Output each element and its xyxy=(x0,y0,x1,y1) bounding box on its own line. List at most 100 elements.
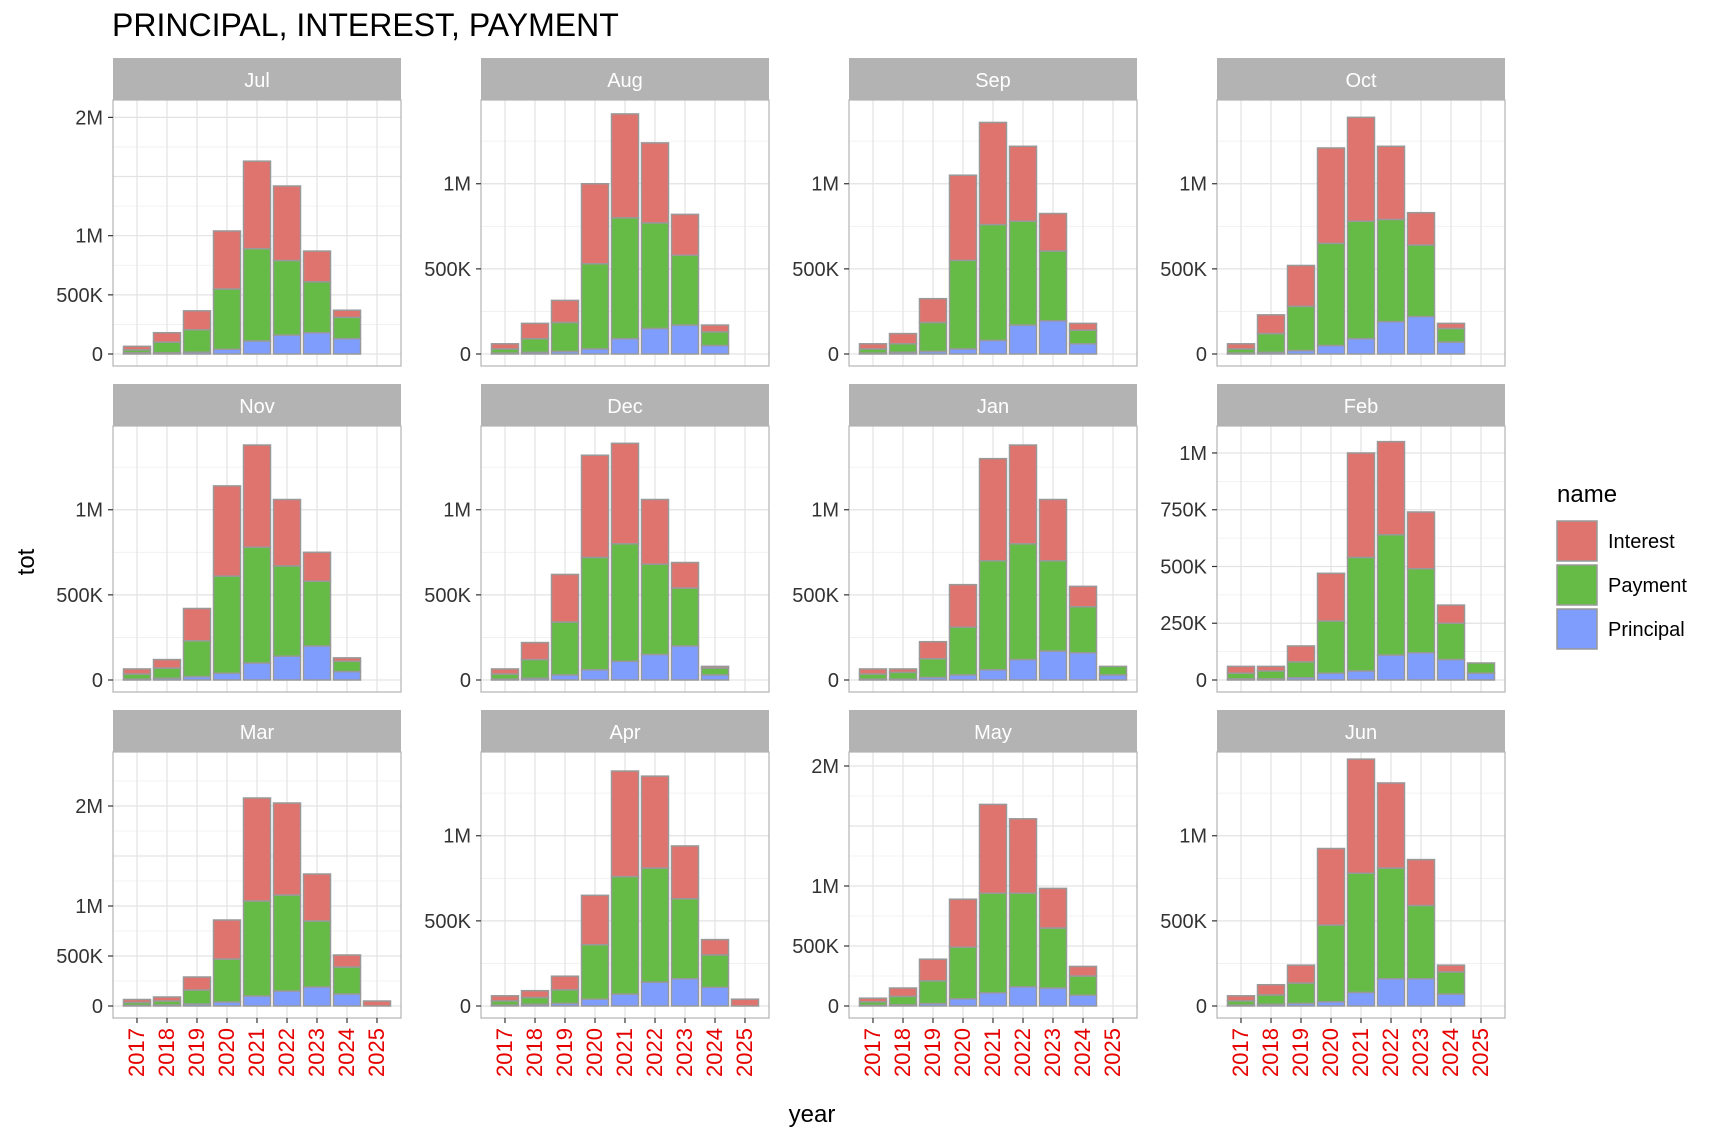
bar-interest xyxy=(212,919,242,960)
bar-interest xyxy=(152,658,182,669)
y-tick-label: 0 xyxy=(460,670,471,692)
y-tick-label: 250K xyxy=(1160,613,1207,635)
y-tick-label: 500K xyxy=(56,585,103,607)
bar-interest xyxy=(272,802,302,896)
y-tick-label: 1M xyxy=(75,896,103,918)
bar-principal xyxy=(332,993,362,1007)
bar-payment xyxy=(242,900,272,997)
x-tick-label: 2020 xyxy=(582,1028,607,1077)
y-tick-label: 0 xyxy=(460,996,471,1018)
x-tick-label: 2025 xyxy=(1468,1028,1493,1077)
bar-payment xyxy=(1038,927,1068,989)
bar-interest xyxy=(362,1000,392,1007)
x-tick-label: 2023 xyxy=(672,1028,697,1077)
legend-key-payment xyxy=(1556,564,1598,606)
bar-principal xyxy=(580,348,610,355)
bar-payment xyxy=(152,667,182,680)
x-tick-label: 2022 xyxy=(642,1028,667,1077)
panel-oct: Oct 0 500K 1M xyxy=(1160,58,1506,367)
x-tick-label: 2024 xyxy=(1438,1028,1463,1077)
facet-strip-label: Dec xyxy=(607,396,643,418)
bar-interest xyxy=(1436,964,1466,973)
bar-payment xyxy=(1436,327,1466,343)
bar-interest xyxy=(122,998,152,1004)
bar-payment xyxy=(978,892,1008,994)
bar-interest xyxy=(1346,758,1376,874)
bar-payment xyxy=(1008,892,1038,988)
y-tick-label: 500K xyxy=(1160,556,1207,578)
x-tick-label: 2020 xyxy=(214,1028,239,1077)
bar-payment xyxy=(978,223,1008,342)
bar-payment xyxy=(1068,329,1098,345)
facet-strip xyxy=(849,58,1137,100)
x-tick-label: 2021 xyxy=(1348,1028,1373,1077)
bar-interest xyxy=(1256,983,1286,996)
bar-payment xyxy=(520,337,550,354)
bar-payment xyxy=(242,546,272,664)
bar-interest xyxy=(1038,212,1068,252)
bar-interest xyxy=(948,898,978,948)
bar-payment xyxy=(302,580,332,647)
bar-interest xyxy=(580,454,610,559)
y-tick-label: 0 xyxy=(828,670,839,692)
bar-payment xyxy=(640,563,670,656)
bar-payment xyxy=(1316,620,1346,674)
bar-interest xyxy=(1406,511,1436,570)
bar-interest xyxy=(700,665,730,669)
bar-principal xyxy=(302,645,332,681)
bar-payment xyxy=(610,543,640,663)
bar-payment xyxy=(858,673,888,680)
bar-interest xyxy=(640,498,670,565)
bar-principal xyxy=(640,653,670,681)
facet-strip xyxy=(113,58,401,100)
y-tick-label: 500K xyxy=(792,936,839,958)
bar-interest xyxy=(242,160,272,250)
bar-principal xyxy=(610,660,640,681)
facet-strip-label: Nov xyxy=(239,396,275,418)
bar-interest xyxy=(1226,995,1256,1002)
bar-principal xyxy=(1346,337,1376,355)
bar-interest xyxy=(978,121,1008,226)
bar-interest xyxy=(918,640,948,660)
x-tick-label: 2023 xyxy=(1040,1028,1065,1077)
bar-payment xyxy=(888,995,918,1006)
y-tick-label: 2M xyxy=(811,756,839,778)
bar-interest xyxy=(1406,211,1436,246)
x-tick-label: 2019 xyxy=(184,1028,209,1077)
bar-interest xyxy=(490,995,520,1002)
bar-payment xyxy=(272,259,302,336)
y-tick-label: 1M xyxy=(443,826,471,848)
bar-interest xyxy=(858,997,888,1003)
x-tick-label: 2018 xyxy=(154,1028,179,1077)
bar-principal xyxy=(670,324,700,355)
bar-interest xyxy=(1008,818,1038,894)
legend-label-principal: Principal xyxy=(1608,619,1685,641)
bar-payment xyxy=(520,658,550,680)
x-tick-label: 2021 xyxy=(980,1028,1005,1077)
bar-payment xyxy=(918,657,948,679)
bar-interest xyxy=(1038,498,1068,562)
bar-payment xyxy=(1376,533,1406,656)
bar-interest xyxy=(1068,965,1098,977)
chart-title: PRINCIPAL, INTEREST, PAYMENT xyxy=(112,7,619,43)
bar-payment xyxy=(1256,994,1286,1006)
bar-payment xyxy=(978,560,1008,671)
bar-payment xyxy=(212,958,242,1003)
bar-interest xyxy=(152,331,182,343)
bar-principal xyxy=(670,978,700,1007)
y-tick-label: 1M xyxy=(75,500,103,522)
bar-principal xyxy=(272,990,302,1007)
bar-payment xyxy=(670,897,700,980)
bar-payment xyxy=(490,673,520,680)
panel-border xyxy=(112,425,402,693)
bar-principal xyxy=(1436,993,1466,1007)
facet-strip-label: Jan xyxy=(977,396,1009,418)
bar-interest xyxy=(1316,572,1346,622)
bar-interest xyxy=(858,343,888,350)
bar-interest xyxy=(182,976,212,991)
panel-border xyxy=(480,99,770,367)
bar-interest xyxy=(490,668,520,675)
facet-strip-label: Jul xyxy=(244,70,270,92)
x-tick-label: 2017 xyxy=(492,1028,517,1077)
panel-border xyxy=(1216,425,1506,693)
